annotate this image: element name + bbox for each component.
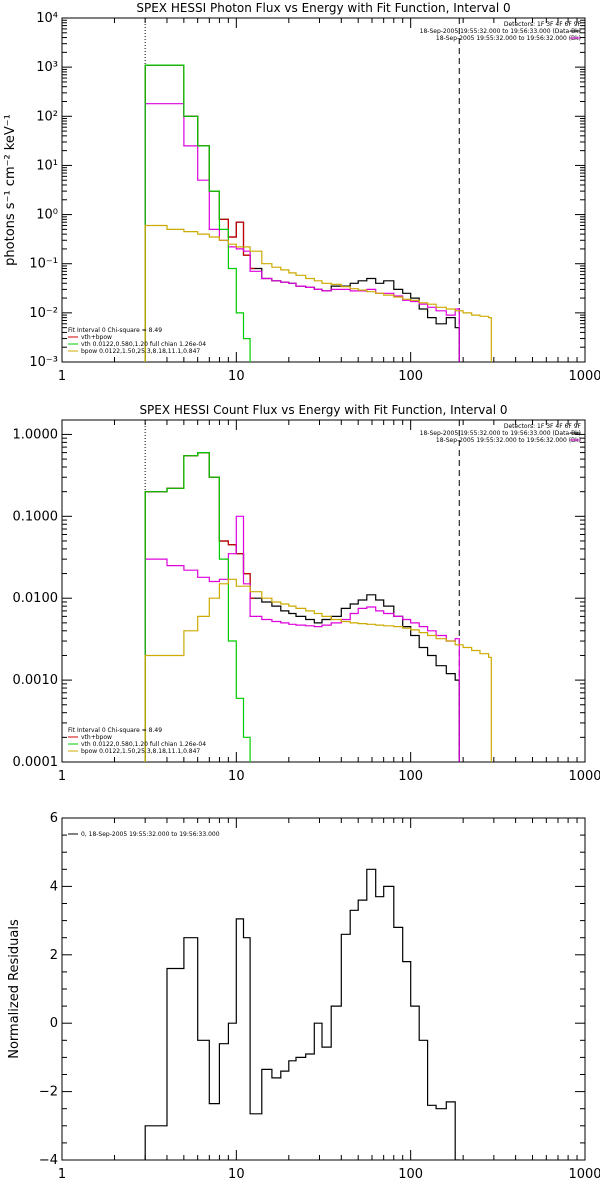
series-0-line (144, 868, 460, 1160)
y-tick-label: 10⁻¹ (29, 257, 58, 272)
chart-title: SPEX HESSI Photon Flux vs Energy with Fi… (136, 1, 510, 15)
legend-entry: 0, 18-Sep-2005 19:55:32.000 to 19:56:33.… (81, 831, 220, 838)
chart-title: SPEX HESSI Count Flux vs Energy with Fit… (139, 403, 507, 417)
legend-entry: Fit Interval 0 Chi-square = 8.49 (68, 327, 162, 334)
series-4-line (144, 224, 492, 362)
info-line: 18-Sep-2005 19:55:32.000 to 19:56:33.000… (420, 28, 581, 35)
photon-flux-panel: SPEX HESSI Photon Flux vs Energy with Fi… (3, 1, 600, 384)
y-tick-label: 10¹ (36, 158, 58, 173)
y-tick-label: 10⁻³ (29, 355, 58, 370)
y-tick-label: 0.0001 (13, 755, 59, 770)
y-tick-label: −4 (39, 1153, 58, 1168)
legend-entry: bpow 0.0122,1.50,25.3,8.18,11.1,0.847 (81, 748, 200, 755)
series-0-line (144, 64, 460, 362)
legend-entry: Fit Interval 0 Chi-square = 8.49 (68, 727, 162, 734)
info-line: 18-Sep-2005 19:55:32.000 to 19:56:32.000… (436, 437, 581, 444)
y-tick-label: 10² (36, 109, 58, 124)
x-tick-label: 1000 (568, 1167, 600, 1182)
y-axis-label: photons s⁻¹ cm⁻² keV⁻¹ (3, 114, 18, 266)
y-tick-label: −2 (39, 1085, 58, 1100)
legend-entry: vth 0.0122,0.580,1.20 full chian 1.26e-0… (81, 741, 206, 748)
x-tick-label: 1000 (568, 769, 600, 784)
x-tick-label: 1000 (568, 369, 600, 384)
series-4-line (144, 578, 492, 762)
y-axis-label: Normalized Residuals (7, 919, 22, 1059)
series-3-line (144, 64, 251, 362)
x-tick-label: 10 (228, 769, 245, 784)
x-tick-label: 1 (58, 369, 66, 384)
y-tick-label: 0.1000 (13, 509, 59, 524)
info-line: Detectors: 1F 3F 4F 6F 9F (504, 423, 582, 430)
legend-entry: vth+bpow (81, 734, 112, 741)
x-tick-label: 10 (228, 369, 245, 384)
info-line: 18-Sep-2005 19:55:32.000 to 19:56:33.000… (420, 430, 581, 437)
y-tick-label: 0.0010 (13, 673, 59, 688)
x-tick-label: 100 (398, 1167, 423, 1182)
y-tick-label: 10⁻² (29, 306, 58, 321)
x-tick-label: 10 (228, 1167, 245, 1182)
series-1-line (144, 64, 255, 362)
y-tick-label: 4 (50, 879, 58, 894)
info-line: Detectors: 1F 3F 4F 6F 9F (504, 21, 582, 28)
residuals-panel: Normalized Residuals 1 10 100 1000 −4 −2 0 2 4 6 0,… (7, 811, 600, 1182)
count-flux-panel: SPEX HESSI Count Flux vs Energy with Fit… (13, 403, 600, 784)
y-tick-label: 0 (50, 1016, 58, 1031)
series-2-line (144, 103, 460, 362)
series-3-line (144, 452, 251, 762)
x-tick-label: 1 (58, 769, 66, 784)
plot-frame (61, 817, 586, 1161)
y-tick-label: 10⁰ (36, 208, 58, 223)
legend-entry: vth+bpow (81, 334, 112, 341)
x-tick-label: 1 (58, 1167, 66, 1182)
plot-frame (61, 419, 586, 763)
series-1-line (144, 452, 255, 762)
plot-frame (61, 17, 586, 363)
x-tick-label: 100 (398, 369, 423, 384)
legend-entry: bpow 0.0122,1.50,25.3,8.18,11.1,0.847 (81, 348, 200, 355)
y-tick-label: 10³ (36, 60, 58, 75)
y-tick-label: 2 (50, 948, 58, 963)
y-tick-label: 1.0000 (13, 427, 59, 442)
legend-entry: vth 0.0122,0.580,1.20 full chian 1.26e-0… (81, 341, 206, 348)
y-tick-label: 6 (50, 811, 58, 826)
x-tick-label: 100 (398, 769, 423, 784)
info-line: 18-Sep-2005 19:55:32.000 to 19:56:32.000… (436, 35, 581, 42)
y-tick-label: 0.0100 (13, 591, 59, 606)
y-tick-label: 10⁴ (36, 11, 58, 26)
series-2-line (144, 515, 460, 762)
